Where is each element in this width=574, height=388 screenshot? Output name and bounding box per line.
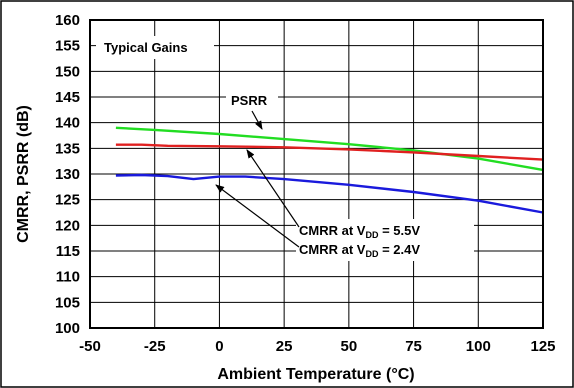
- y-tick-label: 140: [55, 115, 80, 132]
- note-box: [96, 36, 214, 59]
- tick-labels: -50 -25 0 25 50 75 100 125 100 105 110 115 120 125 130…: [55, 12, 556, 355]
- cmrr-2v4-line: [115, 173, 544, 214]
- y-tick-label: 120: [55, 217, 80, 234]
- psrr-arrow: [251, 110, 263, 130]
- cmrr-label-box: [296, 219, 474, 261]
- psrr-label: PSRR: [231, 93, 268, 108]
- x-axis-title: Ambient Temperature (°C): [217, 366, 414, 383]
- y-tick-label: 100: [55, 320, 80, 337]
- y-tick-label: 155: [55, 38, 80, 55]
- psrr-label-box: [226, 90, 278, 110]
- psrr-line: [115, 126, 544, 172]
- x-tick-label: -25: [144, 338, 166, 355]
- x-tick-label: 25: [276, 338, 293, 355]
- x-tick-label: 125: [530, 338, 555, 355]
- y-tick-label: 105: [55, 294, 80, 311]
- y-tick-label: 125: [55, 192, 80, 209]
- cmrr-2v4-label: CMRR at VDD = 2.4V: [299, 242, 420, 259]
- x-tick-label: 75: [405, 338, 422, 355]
- cmrr-5v5-label: CMRR at VDD = 5.5V: [299, 223, 420, 240]
- x-tick-label: 100: [466, 338, 491, 355]
- y-tick-label: 130: [55, 166, 80, 183]
- y-tick-label: 150: [55, 63, 80, 80]
- y-tick-label: 160: [55, 12, 80, 29]
- y-tick-label: 135: [55, 140, 80, 157]
- note-label: Typical Gains: [104, 40, 188, 55]
- cmrr-5v5-line: [115, 143, 544, 161]
- y-axis-title: CMRR, PSRR (dB): [15, 105, 32, 243]
- series-group: [115, 126, 544, 214]
- cmrr-2v4-arrow: [215, 184, 300, 248]
- y-tick-label: 145: [55, 89, 80, 106]
- x-tick-label: 50: [341, 338, 358, 355]
- x-tick-label: -50: [79, 338, 101, 355]
- y-tick-label: 115: [56, 243, 80, 260]
- cmrr-5v5-arrow: [246, 149, 300, 228]
- plot-area-border: [89, 19, 544, 329]
- x-tick-label: 0: [215, 338, 223, 355]
- y-tick-label: 110: [56, 269, 80, 286]
